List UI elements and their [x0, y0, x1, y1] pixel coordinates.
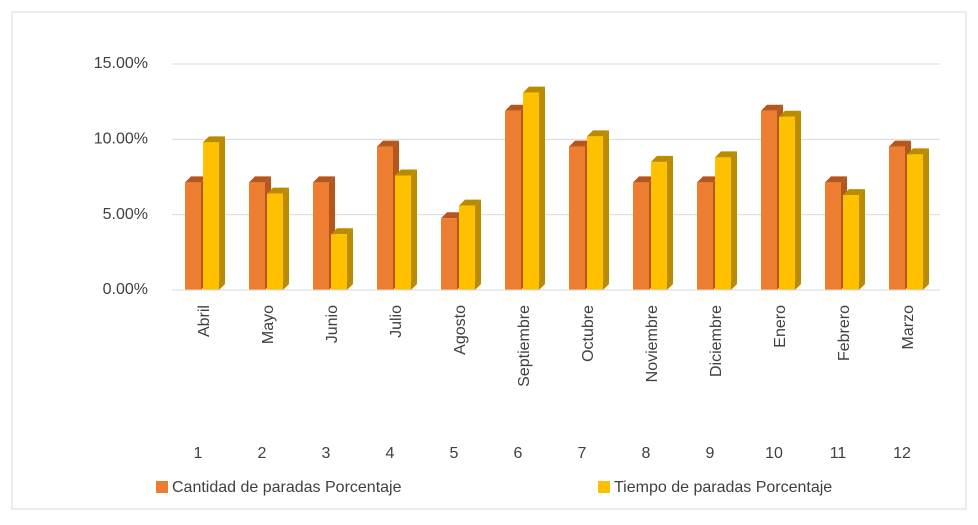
bar-top: [633, 176, 655, 183]
bar: [185, 182, 201, 290]
bar-top: [267, 187, 289, 194]
y-tick-label: 5.00%: [103, 206, 148, 223]
bar: [889, 146, 905, 290]
x-tick-label: Julio: [388, 305, 405, 338]
bar: [825, 182, 841, 290]
x-tick-label: Diciembre: [708, 305, 725, 377]
bar: [267, 193, 283, 290]
x-tick-label: Marzo: [900, 305, 917, 350]
bar: [587, 136, 603, 290]
bar-top: [715, 151, 737, 158]
bar-top: [249, 176, 271, 183]
legend-label: Cantidad de paradas Porcentaje: [172, 479, 402, 496]
bar: [395, 175, 411, 290]
bar-top: [587, 130, 609, 137]
y-tick-label: 15.00%: [94, 55, 148, 72]
x-tick-label: Octubre: [580, 305, 597, 362]
chart-frame: [11, 11, 967, 510]
x-tick-label: Agosto: [452, 305, 469, 355]
bar-top: [331, 228, 353, 235]
x-tick-label: Septiembre: [516, 305, 533, 387]
bar: [249, 182, 265, 290]
bar-side: [731, 151, 737, 290]
bar-side: [923, 148, 929, 290]
x-group-label: 3: [322, 445, 331, 462]
bar: [505, 110, 521, 290]
bar-top: [185, 176, 207, 183]
bar-top: [761, 104, 783, 111]
x-group-label: 2: [258, 445, 267, 462]
bar-side: [795, 110, 801, 290]
x-group-label: 8: [642, 445, 651, 462]
x-tick-label: Abril: [196, 305, 213, 337]
bar: [441, 218, 457, 290]
bar: [203, 142, 219, 290]
bar-top: [505, 104, 527, 111]
bar: [523, 92, 539, 290]
x-group-label: 5: [450, 445, 459, 462]
bar: [331, 234, 347, 290]
bar: [907, 154, 923, 290]
bar-top: [779, 110, 801, 117]
bar: [459, 205, 475, 290]
bar-top: [569, 140, 591, 147]
legend-swatch: [598, 481, 610, 493]
x-group-label: 6: [514, 445, 523, 462]
x-group-label: 4: [386, 445, 395, 462]
x-tick-label: Mayo: [260, 305, 277, 344]
x-tick-label: Noviembre: [644, 305, 661, 382]
bar: [779, 116, 795, 290]
bar: [377, 146, 393, 290]
bar-top: [313, 176, 335, 183]
bar: [843, 195, 859, 290]
x-tick-label: Enero: [772, 305, 789, 348]
bar: [651, 161, 667, 290]
bar-top: [843, 189, 865, 196]
x-group-label: 10: [765, 445, 783, 462]
bar: [569, 146, 585, 290]
legend-swatch: [156, 481, 168, 493]
bar-top: [377, 140, 399, 147]
x-tick-label: Junio: [324, 305, 341, 343]
x-group-label: 9: [706, 445, 715, 462]
bar-top: [889, 140, 911, 147]
bar-side: [603, 130, 609, 290]
bar-top: [907, 148, 929, 155]
x-tick-label: Febrero: [836, 305, 853, 361]
bar-top: [459, 199, 481, 206]
bar-side: [347, 228, 353, 290]
y-tick-label: 10.00%: [94, 131, 148, 148]
x-group-label: 1: [194, 445, 203, 462]
bar-top: [441, 212, 463, 219]
bar-top: [651, 155, 673, 162]
y-tick-label: 0.00%: [103, 281, 148, 298]
legend-label: Tiempo de paradas Porcentaje: [614, 479, 832, 496]
bar-top: [203, 136, 225, 143]
bar-side: [539, 86, 545, 290]
bar-side: [475, 199, 481, 290]
bar-side: [411, 169, 417, 290]
bar: [715, 157, 731, 290]
x-group-label: 12: [893, 445, 911, 462]
x-group-label: 7: [578, 445, 587, 462]
bar-top: [523, 86, 545, 93]
bar-top: [697, 176, 719, 183]
bar: [313, 182, 329, 290]
bar: [633, 182, 649, 290]
bar-side: [859, 189, 865, 290]
bar-side: [219, 136, 225, 290]
bar-top: [825, 176, 847, 183]
bar-top: [395, 169, 417, 176]
bar: [761, 110, 777, 290]
bar-side: [667, 155, 673, 290]
bar-side: [283, 187, 289, 290]
x-group-label: 11: [830, 445, 847, 462]
bar: [697, 182, 713, 290]
